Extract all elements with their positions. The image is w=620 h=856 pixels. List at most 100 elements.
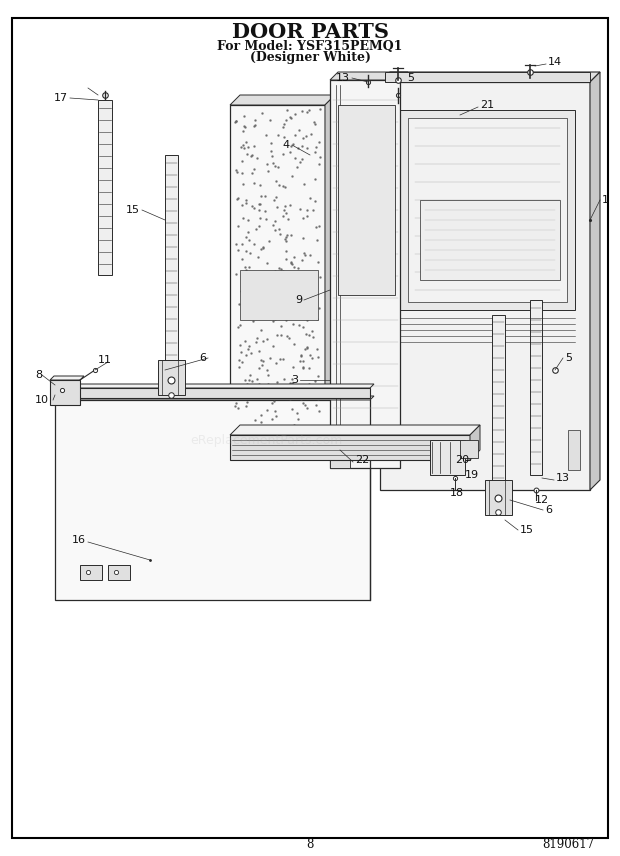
Point [278,147,288,161]
Point [314,392,324,406]
Point [312,342,322,355]
Point [271,190,281,204]
Point [288,317,298,330]
Point [258,354,268,368]
Point [238,138,248,152]
Point [286,110,296,124]
Point [233,401,243,414]
Point [268,157,278,170]
Text: 15: 15 [126,205,140,215]
Point [316,424,326,437]
Point [247,199,257,212]
Point [232,165,242,179]
Point [281,113,291,127]
Point [299,177,309,191]
Point [309,115,319,128]
Point [297,104,307,118]
Point [246,149,256,163]
Point [281,230,291,244]
Point [252,279,262,293]
Point [281,206,291,220]
Point [251,293,261,306]
Point [280,292,290,306]
Text: 19: 19 [465,470,479,480]
Text: 6: 6 [199,353,206,363]
Point [241,229,251,243]
Text: 8190617: 8190617 [542,837,594,851]
Point [293,261,303,275]
Point [281,252,291,265]
Text: 22: 22 [355,455,370,465]
Point [234,360,244,374]
Point [258,334,268,348]
Point [291,292,301,306]
Point [263,377,273,391]
Text: 10: 10 [35,395,49,405]
Point [257,106,267,120]
Point [306,348,316,361]
Text: 13: 13 [336,73,350,83]
Point [249,140,259,153]
Point [311,172,321,186]
Point [262,257,272,270]
Polygon shape [50,380,80,405]
Point [280,199,290,212]
Point [291,388,301,401]
Point [288,258,298,271]
Point [280,204,290,217]
Point [312,312,322,326]
Point [234,353,244,366]
Point [270,404,280,418]
Point [287,169,297,182]
Point [282,329,292,342]
Point [270,265,280,278]
Point [267,396,277,410]
Point [256,407,266,421]
Point [241,260,250,274]
Point [285,145,294,158]
Polygon shape [55,384,374,388]
Point [298,354,308,368]
Point [264,276,274,289]
Point [251,335,261,348]
Point [258,425,268,438]
Point [311,140,321,153]
Point [289,337,299,351]
Point [232,191,242,205]
Point [250,113,260,127]
Polygon shape [590,72,600,490]
Point [311,265,321,278]
Point [270,223,280,237]
Point [314,300,324,314]
Point [254,361,264,375]
Polygon shape [165,155,178,380]
Text: 5: 5 [407,73,414,83]
Point [236,284,246,298]
Polygon shape [330,72,408,80]
Point [255,197,265,211]
Point [244,339,254,353]
Point [231,163,241,177]
Point [274,178,284,192]
Polygon shape [492,315,505,500]
Point [231,267,241,281]
Point [273,200,283,214]
Point [262,271,272,285]
Point [276,262,286,276]
Point [298,395,308,409]
Point [306,191,316,205]
Point [298,253,308,267]
Point [273,128,283,142]
Polygon shape [380,82,590,490]
Point [290,287,300,300]
Polygon shape [108,565,130,580]
Point [255,178,265,192]
Point [243,342,253,356]
Point [254,219,264,233]
Point [237,237,247,251]
Point [239,270,249,283]
Point [242,213,252,227]
Point [309,379,319,393]
Point [314,150,324,163]
Point [302,209,312,223]
